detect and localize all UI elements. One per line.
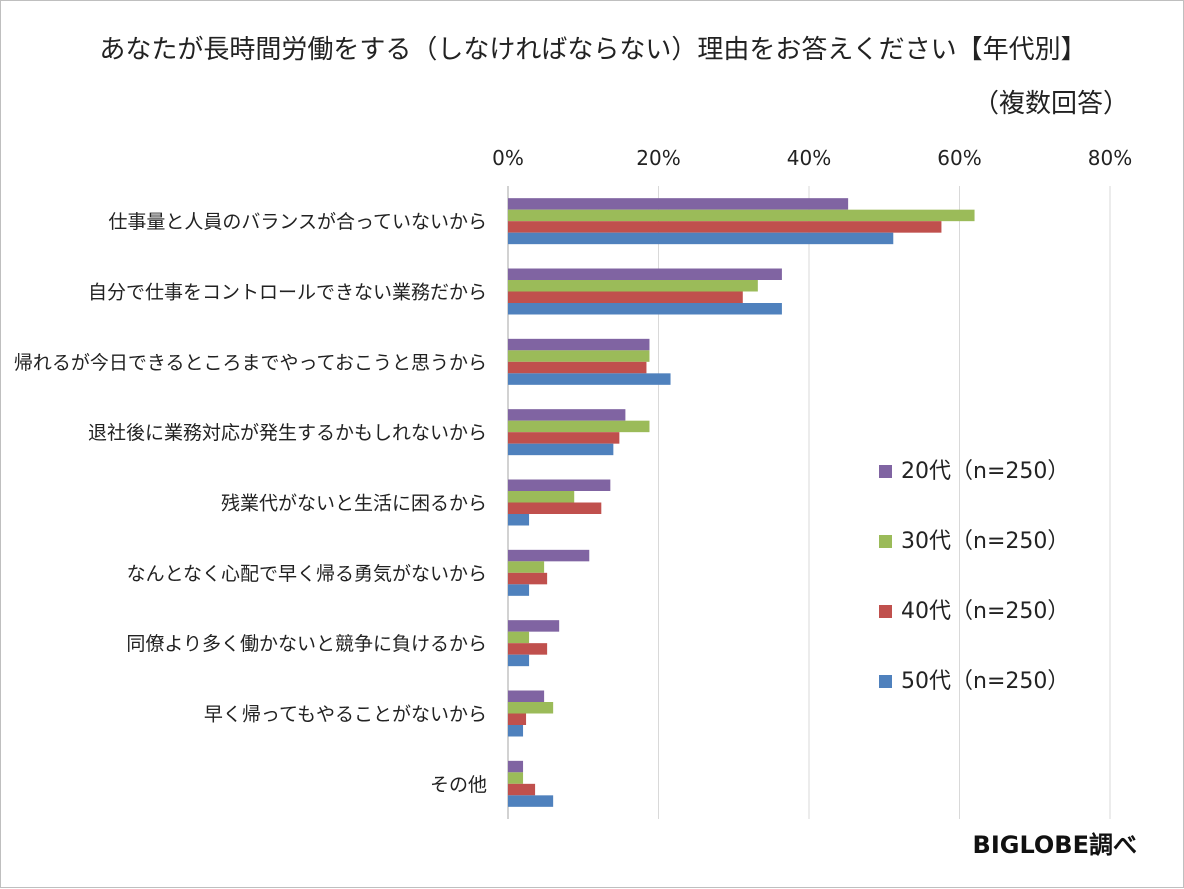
bar [508,432,620,444]
bar [508,350,650,362]
category-label: 退社後に業務対応が発生するかもしれないから [88,422,487,444]
legend-label: 50代（n=250） [901,669,1069,694]
bar [508,690,545,702]
bar [508,221,942,233]
legend-swatch [879,535,892,548]
category-label: その他 [430,774,487,796]
bar [508,409,626,421]
legend-label: 20代（n=250） [901,459,1069,484]
category-labels: 仕事量と人員のバランスが合っていないから自分で仕事をコントロールできない業務だか… [14,211,487,796]
bar [508,373,671,385]
bar [508,760,524,773]
bar [508,620,560,632]
category-label: 同僚より多く働かないと競争に負けるから [126,633,487,655]
bar [508,291,743,303]
bar [508,443,614,456]
bar [508,303,782,315]
bar [508,561,545,573]
bar [508,280,758,292]
bar [508,631,530,644]
x-tick-label: 40% [787,146,831,170]
bar [508,795,554,807]
bar [508,713,527,725]
x-tick-label: 20% [636,146,680,170]
bar [508,268,782,280]
x-tick-label: 80% [1088,146,1132,170]
legend-label: 30代（n=250） [901,529,1069,554]
category-label: 早く帰ってもやることがないから [204,704,487,726]
bar [508,783,536,796]
category-label: 残業代がないと生活に困るから [221,493,487,515]
bar [508,549,590,562]
category-label: なんとなく心配で早く帰る勇気がないから [127,563,487,585]
bar [508,361,647,374]
bar [508,514,530,526]
legend: 20代（n=250） 30代（n=250） 40代（n=250） 50代（n=250） [879,459,1069,694]
bar [508,572,548,585]
legend-swatch [879,675,892,688]
legend-swatch [879,605,892,618]
bar [508,491,575,503]
category-label: 自分で仕事をコントロールできない業務だから [88,282,487,304]
bar [508,725,524,737]
legend-swatch [879,465,892,478]
bars [508,198,975,807]
bar [508,502,602,514]
bar [508,209,975,222]
bar [508,198,849,210]
x-axis-ticks: 0% 20% 40% 60% 80% [492,146,1132,170]
chart-subtitle: （複数回答） [973,89,1129,119]
category-label: 仕事量と人員のバランスが合っていないから [108,211,487,233]
bar [508,232,894,245]
category-label: 帰れるが今日できるところまでやっておこうと思うから [14,352,487,374]
legend-label: 40代（n=250） [901,599,1069,624]
x-tick-label: 60% [937,146,981,170]
bar [508,643,548,655]
bar [508,420,650,433]
bar [508,654,530,667]
credit-text: BIGLOBE調べ [973,831,1137,859]
bar [508,584,530,596]
bar [508,702,554,714]
bar [508,338,650,351]
bar [508,479,611,491]
bar [508,772,524,784]
chart-title: あなたが長時間労働をする（しなければならない）理由をお答えください【年代別】 [99,35,1086,65]
x-tick-label: 0% [492,146,524,170]
